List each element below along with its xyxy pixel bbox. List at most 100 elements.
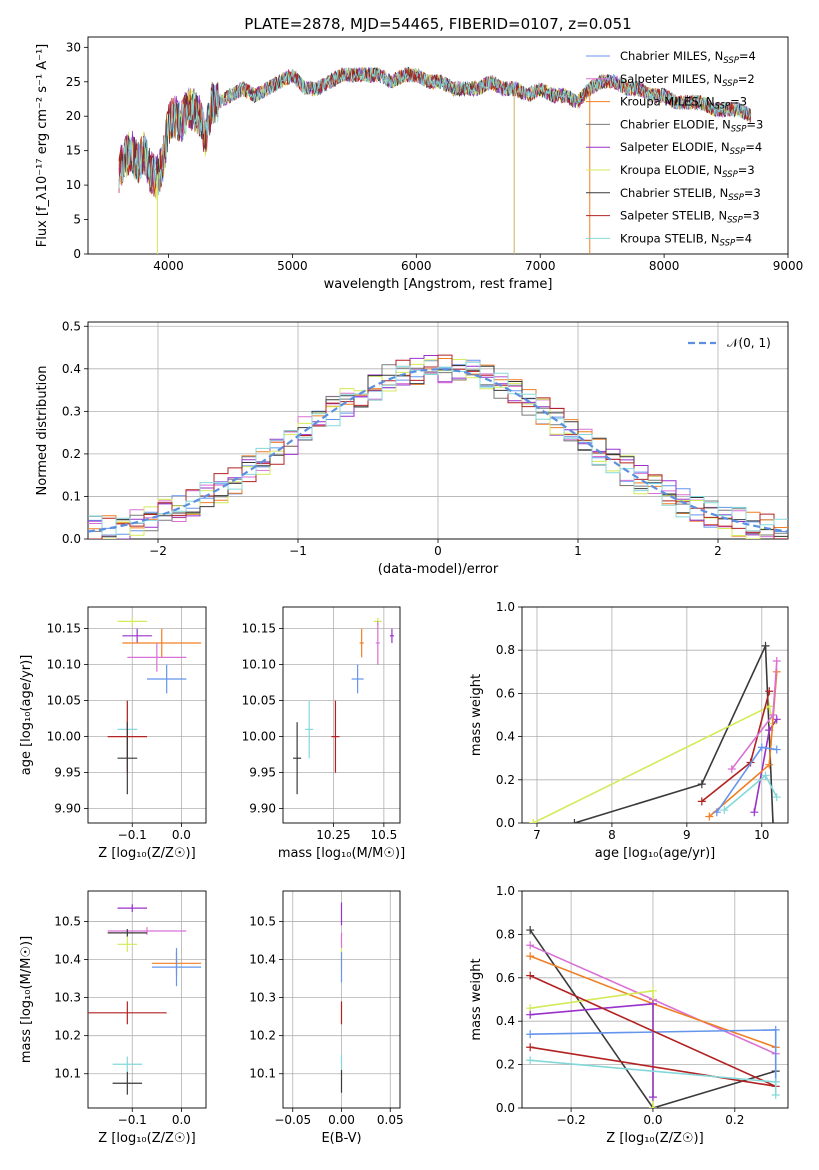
y-tick-label: 10.2 — [54, 1029, 81, 1043]
y-tick-label: 9.95 — [54, 766, 81, 780]
mass-weight-marker — [769, 819, 778, 823]
y-tick-label: 0.0 — [62, 532, 81, 546]
mass-weight-marker — [771, 1025, 780, 1034]
mass-weight-marker — [705, 812, 714, 821]
x-tick-label: −1 — [289, 544, 307, 558]
age-vs-mass-panel: 10.25 10.5 9.90 9.95 10.00 10.05 10.10 10.15 mas… — [242, 606, 405, 861]
legend-label: Chabrier ELODIE, NSSP=3 — [620, 117, 763, 134]
x-tick-label: 0.0 — [172, 1113, 191, 1127]
x-axis-label: (data-model)/error — [378, 562, 499, 577]
y-tick-label: 0.8 — [496, 643, 515, 657]
y-tick-label: 1.0 — [496, 600, 515, 614]
mass-weight-marker — [765, 702, 774, 711]
mass-weight-marker — [771, 1090, 780, 1099]
legend-label: Salpeter ELODIE, NSSP=4 — [620, 140, 762, 157]
weight-vs-age-panel: 7 8 9 10 0.0 0.2 0.4 0.6 0.8 1.0 age [log₁₀(age/yr… — [469, 600, 789, 861]
y-tick-label: 10.4 — [249, 953, 276, 967]
y-tick-label: 10.5 — [54, 914, 81, 928]
mass-weight-marker — [757, 743, 766, 752]
y-tick-label: 9.90 — [249, 802, 276, 816]
legend-label: Chabrier STELIB, NSSP=3 — [620, 186, 761, 203]
error-bar-point — [107, 927, 187, 935]
residual-histogram-step — [88, 361, 788, 539]
error-bar-point — [127, 643, 187, 672]
error-bar-point — [351, 664, 364, 694]
y-tick-label: 25 — [66, 75, 81, 89]
mass-weight-marker — [772, 793, 781, 802]
x-tick-label: −0.05 — [274, 1113, 311, 1127]
legend-label: Chabrier MILES, NSSP=4 — [620, 49, 756, 66]
x-axis-label: age [log₁₀(age/yr)] — [595, 846, 716, 861]
y-tick-label: 10.00 — [242, 730, 276, 744]
mass-weight-marker — [648, 999, 657, 1008]
y-axis-label: age [log₁₀(age/yr)] — [19, 655, 34, 776]
plot-frame — [87, 606, 207, 824]
x-tick-label: −0.1 — [118, 1113, 147, 1127]
y-tick-label: 20 — [66, 109, 81, 123]
error-bar-point — [117, 722, 138, 795]
y-tick-label: 10.4 — [54, 953, 81, 967]
error-bar-point — [359, 628, 364, 658]
y-tick-label: 0 — [73, 247, 81, 261]
plot-frame — [87, 36, 789, 255]
x-axis-label: mass [log₁₀(M/M☉)] — [278, 846, 405, 861]
y-axis-label: Flux [f_λ10⁻¹⁷ erg cm⁻² s⁻¹ A⁻¹] — [35, 44, 50, 248]
error-bar-point — [151, 948, 202, 987]
mass-weight-marker — [529, 819, 538, 823]
legend-label: Kroupa ELODIE, NSSP=3 — [620, 163, 755, 180]
x-tick-label: 9 — [683, 828, 691, 842]
y-tick-label: 9.95 — [249, 766, 276, 780]
mass-weight-marker — [648, 1093, 657, 1102]
mass-vs-Z-panel: −0.1 0.0 10.1 10.2 10.3 10.4 10.5 Z [log₁₀(Z/Z☉… — [19, 890, 207, 1146]
mass-weight-line — [529, 929, 776, 1108]
y-tick-label: 30 — [66, 40, 81, 54]
y-axis-label: mass weight — [469, 958, 484, 1040]
mass-weight-marker — [750, 808, 759, 817]
y-tick-label: 10.1 — [54, 1067, 81, 1081]
plot-frame — [282, 606, 401, 824]
legend-label: Salpeter STELIB, NSSP=3 — [620, 209, 760, 226]
y-tick-label: 0.2 — [496, 773, 515, 787]
mass-weight-marker — [761, 641, 770, 650]
error-bar-point — [375, 621, 380, 665]
y-tick-label: 10.1 — [249, 1067, 276, 1081]
mass-weight-marker — [765, 687, 774, 696]
x-tick-label: 10 — [754, 828, 769, 842]
y-tick-label: 1.0 — [496, 884, 515, 898]
mass-weight-line — [532, 705, 774, 823]
x-axis-label: Z [log₁₀(Z/Z☉)] — [98, 846, 195, 861]
error-bar-point — [117, 936, 138, 952]
mass-weight-marker — [772, 657, 781, 665]
error-bar-point — [122, 628, 202, 658]
x-axis-label: Z [log₁₀(Z/Z☉)] — [98, 1131, 195, 1146]
legend-label: Salpeter MILES, NSSP=2 — [620, 72, 755, 89]
error-bar-point — [117, 904, 147, 912]
y-tick-label: 0.6 — [496, 971, 515, 985]
spectrum-panel: PLATE=2878, MJD=54465, FIBERID=0107, z=0… — [35, 15, 803, 292]
legend-label: Kroupa MILES, NSSP=3 — [620, 95, 747, 112]
mass-weight-marker — [526, 971, 535, 980]
mass-weight-marker — [720, 806, 729, 815]
x-axis-label: E(B-V) — [321, 1131, 361, 1146]
x-tick-label: 0.05 — [377, 1113, 404, 1127]
x-tick-label: 0.0 — [172, 828, 191, 842]
error-bar-point — [112, 1071, 143, 1095]
y-tick-label: 0.1 — [62, 489, 81, 503]
x-tick-label: 2 — [714, 544, 722, 558]
y-tick-label: 0.2 — [496, 1058, 515, 1072]
x-tick-label: 8 — [608, 828, 616, 842]
error-bar-point — [117, 617, 147, 625]
x-tick-label: 7000 — [525, 259, 556, 273]
y-tick-label: 10 — [66, 178, 81, 192]
legend-label: 𝒩(0, 1) — [727, 336, 771, 350]
age-vs-Z-panel: −0.1 0.0 9.90 9.95 10.00 10.05 10.10 10.15 Z [lo… — [19, 606, 207, 861]
y-tick-label: 0.8 — [496, 927, 515, 941]
error-bar-point — [122, 628, 152, 643]
y-tick-label: 10.10 — [47, 658, 81, 672]
y-tick-label: 0.4 — [496, 1014, 515, 1028]
y-tick-label: 10.10 — [242, 658, 276, 672]
mass-weight-marker — [526, 1010, 535, 1019]
x-tick-label: −0.2 — [557, 1113, 586, 1127]
plot-frame — [521, 606, 789, 824]
